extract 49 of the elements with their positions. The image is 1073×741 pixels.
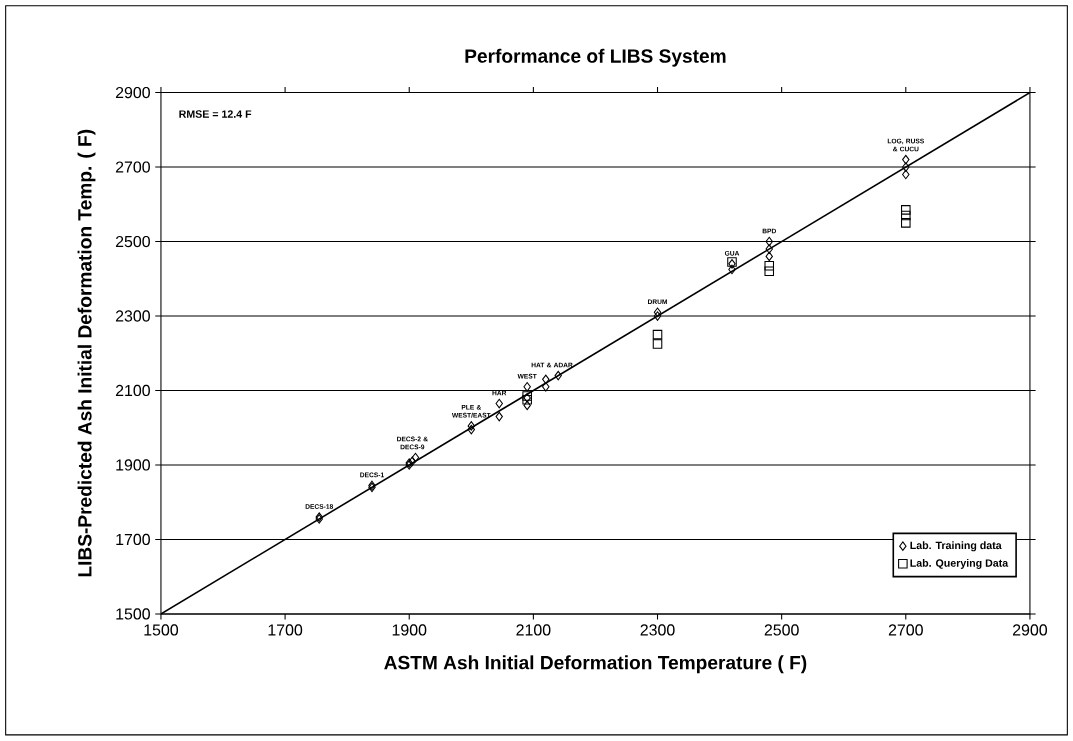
point: [467, 421, 476, 431]
x-axis-title: ASTM Ash Initial Deformation Temperature ( F): [384, 655, 807, 674]
point: [901, 210, 911, 221]
point: [902, 169, 910, 180]
point: [495, 398, 503, 409]
point: [902, 162, 910, 173]
legend-label: Lab. Training data: [910, 541, 1002, 552]
point: [765, 251, 773, 262]
point: [765, 236, 773, 247]
x-tick-label: 2900: [1013, 624, 1048, 636]
point: [467, 425, 476, 435]
point: [653, 311, 662, 322]
point: [902, 155, 910, 165]
x-tick-label: 1900: [392, 624, 427, 636]
point: [554, 371, 562, 381]
point: [653, 307, 662, 318]
x-tick-label: 1500: [144, 624, 179, 636]
point: [652, 330, 663, 340]
y-tick-label: 2700: [115, 161, 150, 173]
point: [901, 205, 911, 215]
point: [765, 244, 773, 254]
point: [764, 266, 775, 277]
point: [523, 382, 531, 392]
y-axis-title: LIBS-Predicted Ash Initial Deformation Temp. ( F): [77, 130, 96, 577]
y-tick-label: 1500: [116, 608, 150, 620]
point: [728, 264, 736, 275]
point: [408, 456, 417, 467]
y-tick-label: 2900: [115, 87, 150, 99]
point: [523, 400, 531, 411]
point: [495, 412, 503, 422]
x-tick-label: 2500: [764, 624, 799, 636]
x-tick-label: 2300: [640, 624, 675, 636]
x-tick-label: 1700: [268, 624, 303, 636]
y-tick-label: 1700: [116, 534, 150, 546]
point: [411, 452, 420, 463]
y-tick-label: 2300: [115, 310, 150, 322]
annotation: RMSE = 12.4 F: [179, 110, 252, 119]
point: [652, 339, 663, 349]
legend-label: Lab. Querying Data: [910, 559, 1009, 570]
point: [542, 382, 550, 392]
y-tick-label: 1900: [116, 459, 150, 471]
x-tick-label: 2100: [516, 624, 551, 636]
point: [542, 374, 550, 385]
chart-title: Performance of LIBS System: [465, 49, 726, 67]
point: [901, 218, 911, 228]
point: [764, 261, 775, 271]
x-tick-label: 2700: [888, 624, 923, 636]
y-tick-label: 2500: [115, 236, 150, 248]
y-tick-label: 2100: [115, 385, 150, 397]
